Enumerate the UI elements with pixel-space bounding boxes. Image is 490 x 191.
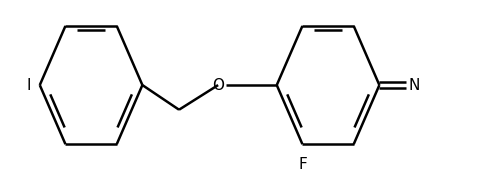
Text: O: O: [212, 78, 224, 93]
Text: F: F: [298, 157, 307, 172]
Text: I: I: [26, 78, 31, 93]
Text: N: N: [409, 78, 420, 93]
